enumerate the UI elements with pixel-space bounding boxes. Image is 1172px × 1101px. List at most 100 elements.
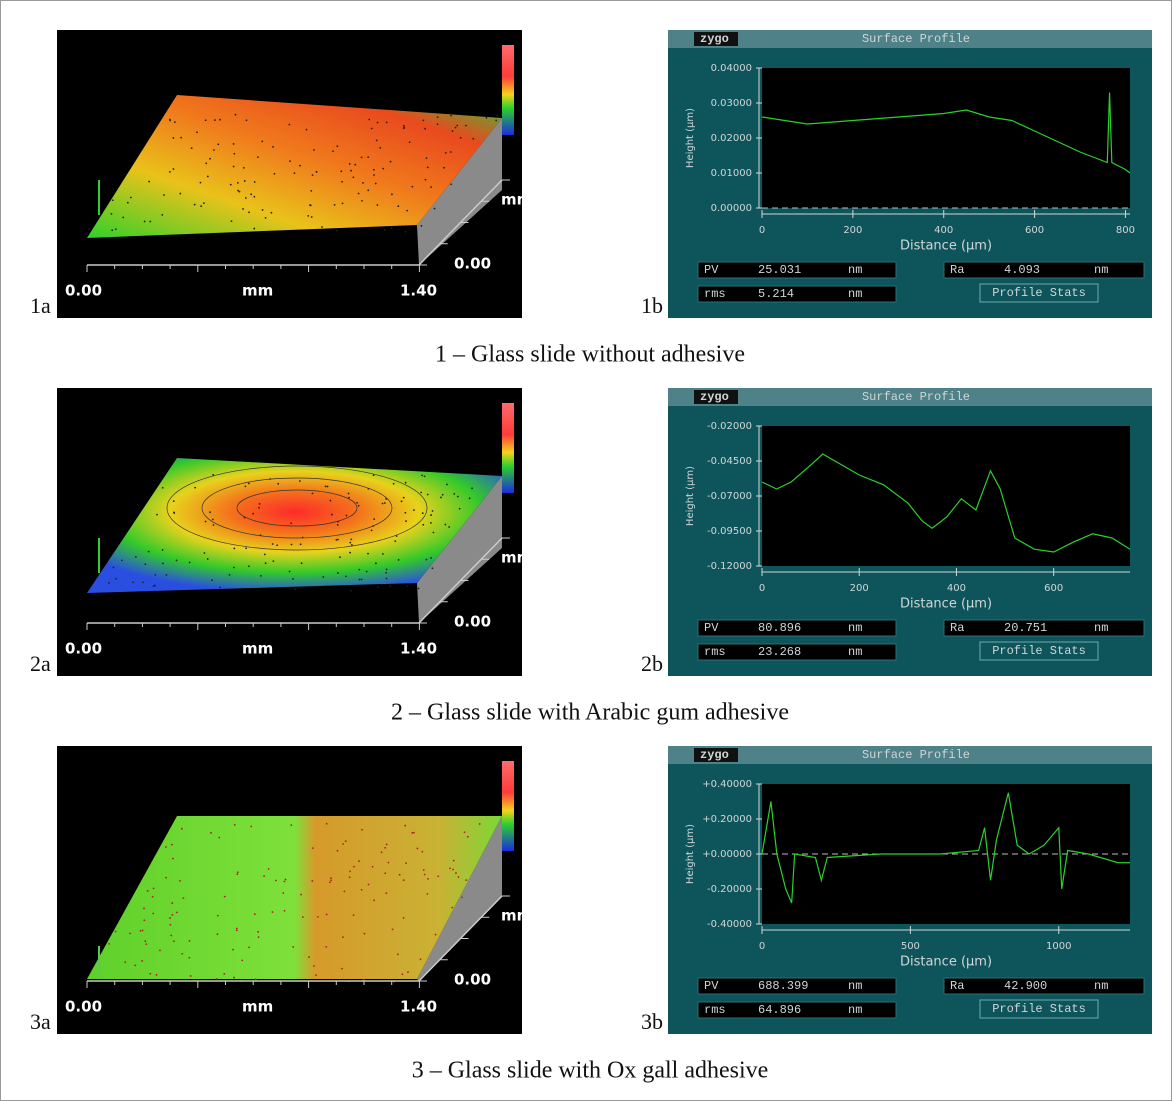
surface-speck <box>129 932 131 935</box>
surface-speck <box>387 861 390 864</box>
surface-speck <box>112 566 115 569</box>
surface-speck <box>389 160 392 163</box>
surface-speck <box>456 495 459 498</box>
stat-value: 688.399 <box>758 979 808 993</box>
surface-speck <box>328 881 331 884</box>
surface-speck <box>276 544 279 547</box>
surface-speck <box>375 562 377 565</box>
surface-speck <box>115 577 117 580</box>
x-tick-label: 400 <box>934 225 953 236</box>
panel-label: 1b <box>641 293 663 318</box>
surface-speck <box>188 561 191 564</box>
surface-side <box>417 118 502 265</box>
surface-speck <box>163 194 165 196</box>
surface-speck <box>441 493 444 496</box>
surface-speck <box>206 558 209 560</box>
stat-box <box>697 619 897 637</box>
profile-stats-button[interactable] <box>979 999 1099 1019</box>
surface-speck <box>376 121 379 124</box>
surface-speck <box>432 531 435 534</box>
surface-speck <box>313 965 315 967</box>
surface-speck <box>472 137 475 140</box>
surface-speck <box>210 831 212 834</box>
surface-speck <box>233 152 236 155</box>
surface-speck <box>154 573 157 576</box>
surface-speck <box>449 867 451 870</box>
surface-speck <box>223 895 226 898</box>
surface-speck <box>232 948 234 951</box>
surface-speck <box>372 168 375 171</box>
y-tick-label: -0.40000 <box>707 919 752 930</box>
surface-speck <box>216 933 219 936</box>
surface-speck <box>402 496 405 499</box>
surface-speck <box>283 880 286 883</box>
title-bar <box>668 30 1152 48</box>
surface-speck <box>465 879 468 882</box>
surface-speck <box>179 879 181 882</box>
profile-stats-button[interactable] <box>979 641 1099 661</box>
surface-speck <box>212 524 215 526</box>
surface-speck <box>290 543 293 546</box>
surface-speck <box>370 529 373 532</box>
surface-speck <box>402 124 405 127</box>
surface-speck <box>344 840 347 843</box>
surface-speck <box>301 916 304 918</box>
panel-label: 2a <box>30 651 51 676</box>
surface-speck <box>161 549 164 551</box>
surface-panel: +9.10375 µm -4.13307 1.05 mm 0.00 0.00 mm 1.40 <box>57 746 618 1034</box>
surface-speck <box>434 933 437 936</box>
profile-stats-button[interactable] <box>979 283 1099 303</box>
surface-speck <box>165 573 168 576</box>
x-zero: 0.00 <box>65 998 102 1016</box>
surface-speck <box>311 880 314 882</box>
surface-speck <box>272 560 275 563</box>
surface-speck <box>244 197 247 199</box>
surface-speck <box>149 972 152 975</box>
surface-speck <box>341 202 344 205</box>
surface-speck <box>146 890 149 892</box>
surface-speck <box>425 558 428 561</box>
surface-speck <box>324 485 327 488</box>
surface-speck <box>204 520 207 523</box>
stat-unit: nm <box>848 621 862 635</box>
stat-label: rms <box>704 287 726 301</box>
surface-speck <box>315 974 317 977</box>
button-label: Profile Stats <box>992 1002 1086 1016</box>
surface-speck <box>257 930 260 933</box>
x-end: 1.40 <box>400 640 437 658</box>
surface-speck <box>392 482 395 485</box>
surface-speck <box>88 228 90 231</box>
stat-label: PV <box>704 621 719 635</box>
surface-speck <box>329 499 332 502</box>
panel-label: 2b <box>641 651 663 676</box>
stat-box <box>943 977 1145 995</box>
surface-speck <box>182 897 185 900</box>
surface-speck <box>274 879 277 882</box>
surface-speck <box>457 876 460 878</box>
surface-speck <box>426 166 429 169</box>
surface-speck <box>466 835 469 838</box>
surface-speck <box>203 552 206 554</box>
surface-speck <box>242 208 244 210</box>
contour <box>201 477 393 539</box>
surface-speck <box>360 888 363 891</box>
surface-speck <box>172 168 175 170</box>
surface-speck <box>417 587 420 590</box>
surface-speck <box>437 875 440 878</box>
plot-area <box>762 68 1130 208</box>
brand-box <box>694 390 738 404</box>
surface-speck <box>404 824 407 827</box>
depth-unit: mm <box>501 191 532 209</box>
surface-speck <box>233 566 235 569</box>
surface-speck <box>155 973 158 976</box>
surface-speck <box>456 124 459 127</box>
surface-speck <box>126 201 129 204</box>
surface-speck <box>173 511 175 514</box>
surface-speck <box>165 846 167 848</box>
surface-speck <box>165 876 167 879</box>
stat-value: 5.214 <box>758 287 794 301</box>
surface-speck <box>431 567 434 570</box>
surface-speck <box>341 180 343 183</box>
panel-label: 1a <box>30 293 51 318</box>
surface-speck <box>250 193 253 196</box>
